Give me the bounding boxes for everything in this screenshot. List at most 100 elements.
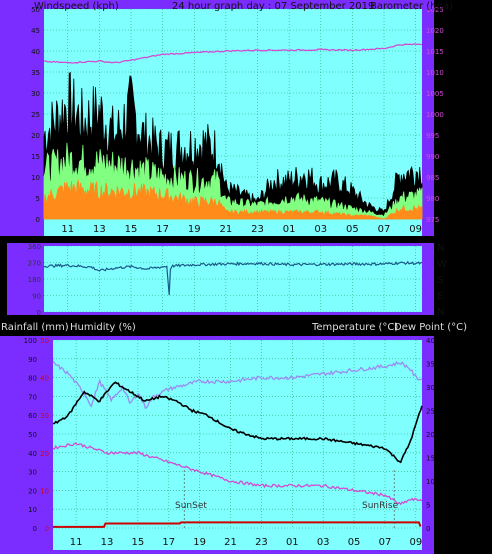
x-axis-tick: 21 bbox=[224, 537, 237, 548]
sunrise-marker: SunRise bbox=[362, 501, 399, 511]
x-axis-tick: 17 bbox=[156, 224, 169, 235]
x-axis-strip-bottom bbox=[53, 528, 422, 550]
wind-axis-tick: 15 bbox=[31, 153, 40, 161]
dewpoint-label: Dew Point (°C) bbox=[394, 322, 467, 333]
temp-panel-plot bbox=[53, 340, 422, 528]
direction-axis-tick: 270 bbox=[28, 260, 41, 268]
humidity-axis-tick: 60 bbox=[28, 412, 37, 420]
temperature-axis-tick: 25 bbox=[426, 408, 435, 416]
humidity-series bbox=[52, 360, 423, 410]
temperature-axis-tick: 15 bbox=[426, 455, 435, 463]
x-axis-tick: 07 bbox=[378, 224, 391, 235]
wind-axis-tick: 5 bbox=[36, 195, 40, 203]
compass-label: N bbox=[437, 307, 444, 318]
x-axis-tick: 15 bbox=[132, 537, 145, 548]
x-axis-tick: 09 bbox=[409, 537, 422, 548]
x-axis-tick: 07 bbox=[379, 537, 392, 548]
wind-axis-tick: 35 bbox=[31, 69, 40, 77]
wind-axis-tick: 30 bbox=[31, 90, 40, 98]
wind-axis-tick: 0 bbox=[36, 216, 40, 224]
x-axis-tick: 03 bbox=[317, 537, 330, 548]
x-axis-tick: 13 bbox=[93, 224, 106, 235]
x-axis-tick: 21 bbox=[220, 224, 233, 235]
rain-axis-tick: 20 bbox=[40, 450, 49, 458]
humidity-axis-tick: 20 bbox=[28, 487, 37, 495]
direction-axis-tick: 180 bbox=[28, 276, 41, 284]
pressure-axis-tick: 985 bbox=[426, 174, 439, 182]
humidity-axis-tick: 40 bbox=[28, 450, 37, 458]
pressure-axis-tick: 1000 bbox=[426, 111, 444, 119]
humidity-axis-tick: 10 bbox=[28, 506, 37, 514]
pressure-axis-tick: 990 bbox=[426, 153, 439, 161]
wind-axis-tick: 40 bbox=[31, 48, 40, 56]
x-axis-strip-top bbox=[44, 219, 422, 236]
barometer-label: Barometer (hpa) bbox=[370, 1, 453, 12]
pressure-axis-tick: 980 bbox=[426, 195, 439, 203]
x-axis-tick: 09 bbox=[409, 224, 422, 235]
rain-axis-tick: 30 bbox=[40, 412, 49, 420]
x-axis-tick: 19 bbox=[193, 537, 206, 548]
humidity-axis-tick: 80 bbox=[28, 375, 37, 383]
pressure-axis-tick: 975 bbox=[426, 216, 439, 224]
pressure-axis-tick: 1005 bbox=[426, 90, 444, 98]
x-axis-tick: 01 bbox=[286, 537, 299, 548]
humidity-label: Humidity (%) bbox=[70, 322, 136, 333]
direction-axis-tick: 360 bbox=[28, 243, 41, 251]
humidity-axis-tick: 100 bbox=[24, 337, 37, 345]
compass-label: S bbox=[437, 275, 443, 286]
x-axis-tick: 05 bbox=[348, 537, 361, 548]
pressure-axis-tick: 1025 bbox=[426, 6, 444, 14]
compass-label: E bbox=[437, 291, 443, 302]
sunset-marker: SunSet bbox=[175, 501, 207, 511]
rain-series bbox=[53, 521, 422, 528]
pressure-axis-tick: 1015 bbox=[426, 48, 444, 56]
rainfall-label: Rainfall (mm) bbox=[1, 322, 69, 333]
temperature-axis-tick: 35 bbox=[426, 361, 435, 369]
temperature-series bbox=[52, 381, 423, 464]
x-axis-tick: 05 bbox=[346, 224, 359, 235]
x-axis-tick: 23 bbox=[255, 537, 268, 548]
pressure-axis-tick: 995 bbox=[426, 132, 439, 140]
wind-axis-tick: 25 bbox=[31, 111, 40, 119]
x-axis-tick: 01 bbox=[283, 224, 296, 235]
wind-axis-tick: 10 bbox=[31, 174, 40, 182]
wind-axis-tick: 45 bbox=[31, 27, 40, 35]
humidity-axis-tick: 30 bbox=[28, 469, 37, 477]
temperature-axis-tick: 20 bbox=[426, 431, 435, 439]
humidity-axis-tick: 0 bbox=[33, 525, 37, 533]
x-axis-tick: 19 bbox=[188, 224, 201, 235]
wind-axis-tick: 50 bbox=[31, 6, 40, 14]
x-axis-tick: 17 bbox=[162, 537, 175, 548]
graph-title: 24 hour graph day : 07 September 2019 bbox=[172, 1, 374, 12]
x-axis-tick: 23 bbox=[251, 224, 264, 235]
direction-axis-tick: 90 bbox=[32, 293, 41, 301]
pressure-series bbox=[43, 43, 423, 64]
x-axis-tick: 13 bbox=[101, 537, 114, 548]
rain-axis-tick: 10 bbox=[40, 487, 49, 495]
direction-axis-tick: 0 bbox=[37, 309, 41, 317]
temperature-axis-tick: 30 bbox=[426, 384, 435, 392]
compass-label: N bbox=[437, 243, 444, 254]
humidity-axis-tick: 90 bbox=[28, 356, 37, 364]
x-axis-tick: 15 bbox=[125, 224, 138, 235]
humidity-axis-tick: 70 bbox=[28, 393, 37, 401]
pressure-axis-tick: 1020 bbox=[426, 27, 444, 35]
x-axis-tick: 11 bbox=[61, 224, 74, 235]
x-axis-tick: 03 bbox=[314, 224, 327, 235]
temperature-label: Temperature (°C) bbox=[311, 322, 398, 333]
wind-avg-series bbox=[43, 178, 423, 220]
compass-label: W bbox=[437, 259, 447, 270]
temperature-axis-tick: 5 bbox=[426, 502, 430, 510]
humidity-axis-tick: 50 bbox=[28, 431, 37, 439]
temperature-axis-tick: 0 bbox=[426, 525, 430, 533]
dewpoint-series bbox=[52, 442, 423, 506]
temperature-axis-tick: 10 bbox=[426, 478, 435, 486]
rain-axis-tick: 50 bbox=[40, 337, 49, 345]
rain-axis-tick: 40 bbox=[40, 375, 49, 383]
rain-axis-tick: 0 bbox=[45, 525, 49, 533]
temperature-axis-tick: 40 bbox=[426, 337, 435, 345]
windspeed-label: Windspeed (kph) bbox=[34, 1, 119, 12]
pressure-axis-tick: 1010 bbox=[426, 69, 444, 77]
x-axis-tick: 11 bbox=[70, 537, 83, 548]
